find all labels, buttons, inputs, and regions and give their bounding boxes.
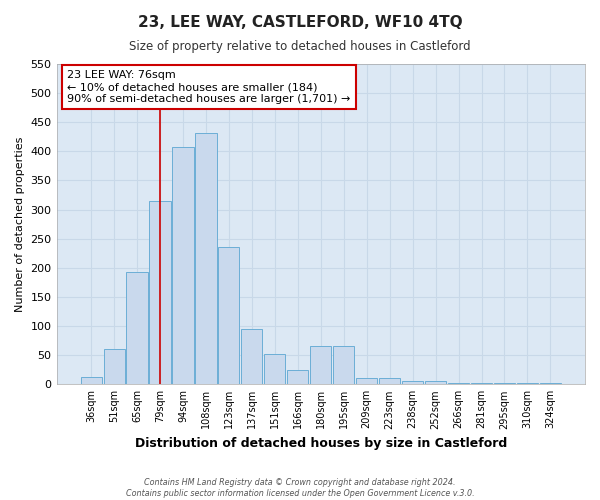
Bar [287,370,308,384]
Bar [494,383,515,384]
Bar [264,354,286,384]
Bar [172,146,194,384]
Y-axis label: Number of detached properties: Number of detached properties [15,136,25,312]
Bar [241,329,262,384]
Bar [80,378,101,384]
Text: 23, LEE WAY, CASTLEFORD, WF10 4TQ: 23, LEE WAY, CASTLEFORD, WF10 4TQ [137,15,463,30]
Bar [333,346,354,385]
Text: 23 LEE WAY: 76sqm
← 10% of detached houses are smaller (184)
90% of semi-detache: 23 LEE WAY: 76sqm ← 10% of detached hous… [67,70,350,104]
Bar [356,378,377,384]
Text: Size of property relative to detached houses in Castleford: Size of property relative to detached ho… [129,40,471,53]
Text: Contains HM Land Registry data © Crown copyright and database right 2024.
Contai: Contains HM Land Registry data © Crown c… [125,478,475,498]
Bar [218,248,239,384]
Bar [149,201,170,384]
Bar [471,383,492,384]
Bar [540,383,561,384]
Bar [196,132,217,384]
Bar [127,272,148,384]
Bar [379,378,400,384]
Bar [104,350,125,384]
Bar [402,382,423,384]
Bar [448,383,469,384]
Bar [517,383,538,384]
Bar [425,382,446,384]
X-axis label: Distribution of detached houses by size in Castleford: Distribution of detached houses by size … [134,437,507,450]
Bar [310,346,331,385]
